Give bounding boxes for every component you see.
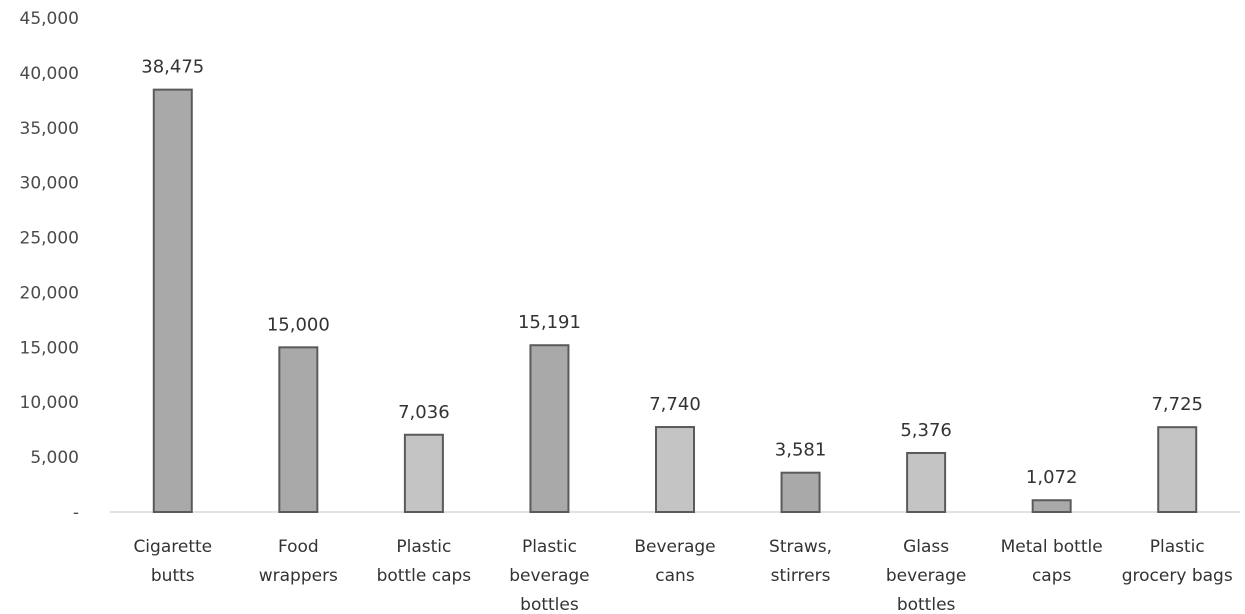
category-label: Straws, stirrers bbox=[769, 537, 832, 586]
y-tick-label: 15,000 bbox=[20, 338, 79, 358]
y-tick-label: 40,000 bbox=[20, 64, 79, 84]
y-tick-label: 5,000 bbox=[30, 448, 79, 468]
y-tick-label: 10,000 bbox=[20, 393, 79, 413]
data-label: 7,036 bbox=[398, 402, 450, 423]
data-label: 7,740 bbox=[649, 394, 701, 415]
y-tick-label: 35,000 bbox=[20, 119, 79, 139]
category-label: Glass beverage bottles bbox=[886, 537, 966, 614]
category-label-line: Glass bbox=[903, 537, 949, 557]
category-label-line: wrappers bbox=[259, 566, 338, 586]
category-label-line: bottles bbox=[897, 595, 956, 614]
bar bbox=[1031, 499, 1072, 513]
category-label-line: Plastic bbox=[522, 537, 577, 557]
data-labels: 38,475 15,000 7,036 15,191 7,740 3,581 5,376 1,… bbox=[141, 57, 1203, 489]
y-tick-label: 45,000 bbox=[20, 9, 79, 29]
category-label-line: butts bbox=[151, 566, 195, 586]
data-label: 38,475 bbox=[141, 57, 204, 78]
category-label: Cigarette butts bbox=[133, 537, 212, 586]
category-label-line: Plastic bbox=[396, 537, 451, 557]
y-tick-label: 30,000 bbox=[20, 174, 79, 194]
data-label: 5,376 bbox=[900, 420, 952, 441]
data-label: 15,191 bbox=[518, 312, 581, 333]
category-label-line: stirrers bbox=[771, 566, 831, 586]
category-label: Food wrappers bbox=[259, 537, 338, 586]
y-tick-label: 25,000 bbox=[20, 229, 79, 249]
category-label: Plastic grocery bags bbox=[1122, 537, 1233, 586]
category-label: Metal bottle caps bbox=[1001, 537, 1103, 586]
bar bbox=[780, 471, 821, 513]
bars bbox=[152, 88, 1198, 514]
y-tick-label: - bbox=[73, 503, 79, 523]
category-label-line: bottle caps bbox=[377, 566, 472, 586]
data-label: 15,000 bbox=[267, 314, 330, 335]
category-label-line: Straws, bbox=[769, 537, 832, 557]
category-label-line: Metal bottle bbox=[1001, 537, 1103, 557]
category-label-line: bottles bbox=[520, 595, 579, 614]
category-label-line: Food bbox=[278, 537, 319, 557]
bar bbox=[278, 346, 319, 514]
category-label-line: beverage bbox=[509, 566, 589, 586]
category-label: Plastic beverage bottles bbox=[509, 537, 589, 614]
data-label: 3,581 bbox=[775, 440, 827, 461]
category-label-line: Cigarette bbox=[133, 537, 212, 557]
bar bbox=[1157, 426, 1198, 513]
category-label-line: cans bbox=[655, 566, 695, 586]
bar bbox=[152, 88, 193, 513]
category-label: Beverage cans bbox=[634, 537, 715, 586]
bar bbox=[906, 451, 947, 513]
bar bbox=[403, 433, 444, 513]
bar bbox=[655, 426, 695, 514]
y-tick-label: 20,000 bbox=[20, 283, 79, 303]
x-axis: Cigarette butts Food wrappers Plastic bottle … bbox=[133, 537, 1232, 614]
data-label: 7,725 bbox=[1151, 394, 1203, 415]
category-label-line: caps bbox=[1032, 566, 1072, 586]
category-label-line: beverage bbox=[886, 566, 966, 586]
data-label: 1,072 bbox=[1026, 467, 1078, 488]
category-label-line: Beverage bbox=[634, 537, 715, 557]
category-label-line: Plastic bbox=[1150, 537, 1205, 557]
bar bbox=[529, 344, 570, 513]
y-axis: - 5,000 10,000 15,000 20,000 25,000 30,000 35,0… bbox=[20, 9, 79, 523]
category-label: Plastic bottle caps bbox=[377, 537, 472, 586]
category-label-line: grocery bags bbox=[1122, 566, 1233, 586]
